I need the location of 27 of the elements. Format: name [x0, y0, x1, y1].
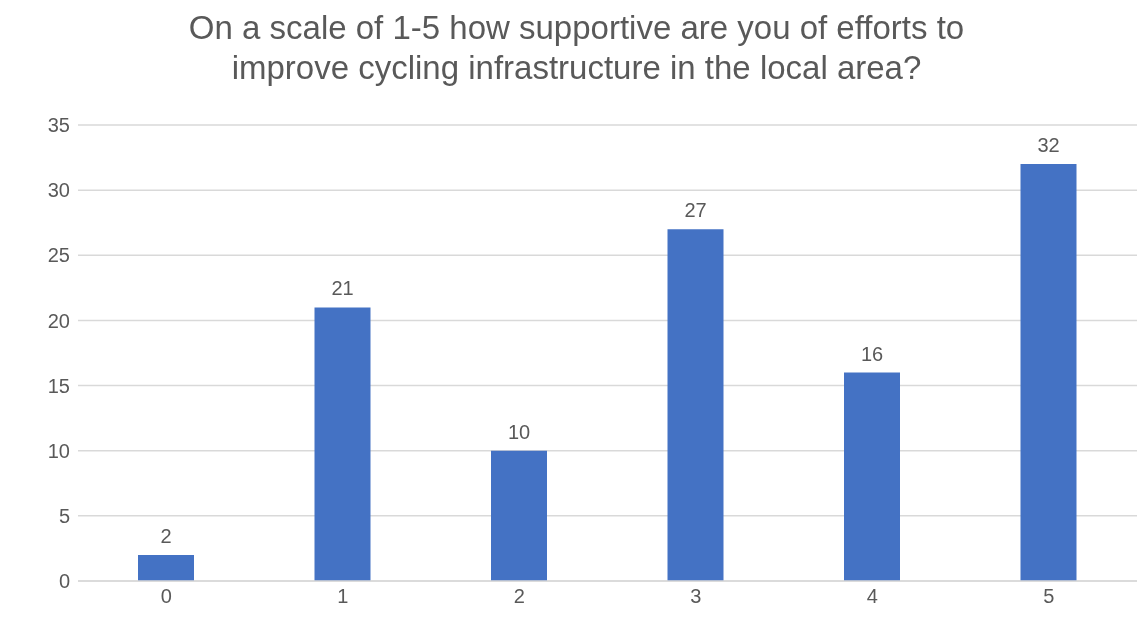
y-tick-label: 30 — [47, 179, 70, 202]
y-tick-label: 5 — [58, 504, 70, 527]
x-tick-label: 0 — [160, 585, 172, 608]
x-tick-label: 4 — [866, 585, 878, 608]
data-label: 21 — [331, 277, 354, 300]
y-tick-label: 0 — [58, 570, 70, 593]
bar — [1020, 164, 1077, 581]
x-tick-label: 2 — [513, 585, 525, 608]
data-label: 2 — [160, 524, 172, 547]
bar — [138, 554, 194, 581]
y-tick-label: 20 — [47, 309, 70, 332]
data-label: 16 — [860, 342, 884, 365]
data-label: 27 — [684, 199, 707, 222]
bar — [844, 372, 900, 581]
chart-title: On a scale of 1-5 how supportive are you of efforts to improve cycling infrastructure in the local area? — [187, 8, 966, 88]
x-tick-label: 5 — [1043, 585, 1055, 608]
y-tick-label: 35 — [47, 114, 70, 137]
bar — [491, 450, 547, 581]
y-tick-label: 25 — [47, 244, 70, 267]
data-label: 32 — [1037, 134, 1060, 157]
y-tick-label: 10 — [47, 439, 70, 462]
data-label: 10 — [507, 420, 531, 443]
x-tick-label: 3 — [690, 585, 702, 608]
bar — [667, 229, 724, 581]
y-tick-label: 15 — [47, 374, 70, 397]
bar — [314, 307, 371, 581]
x-tick-label: 1 — [337, 585, 349, 608]
